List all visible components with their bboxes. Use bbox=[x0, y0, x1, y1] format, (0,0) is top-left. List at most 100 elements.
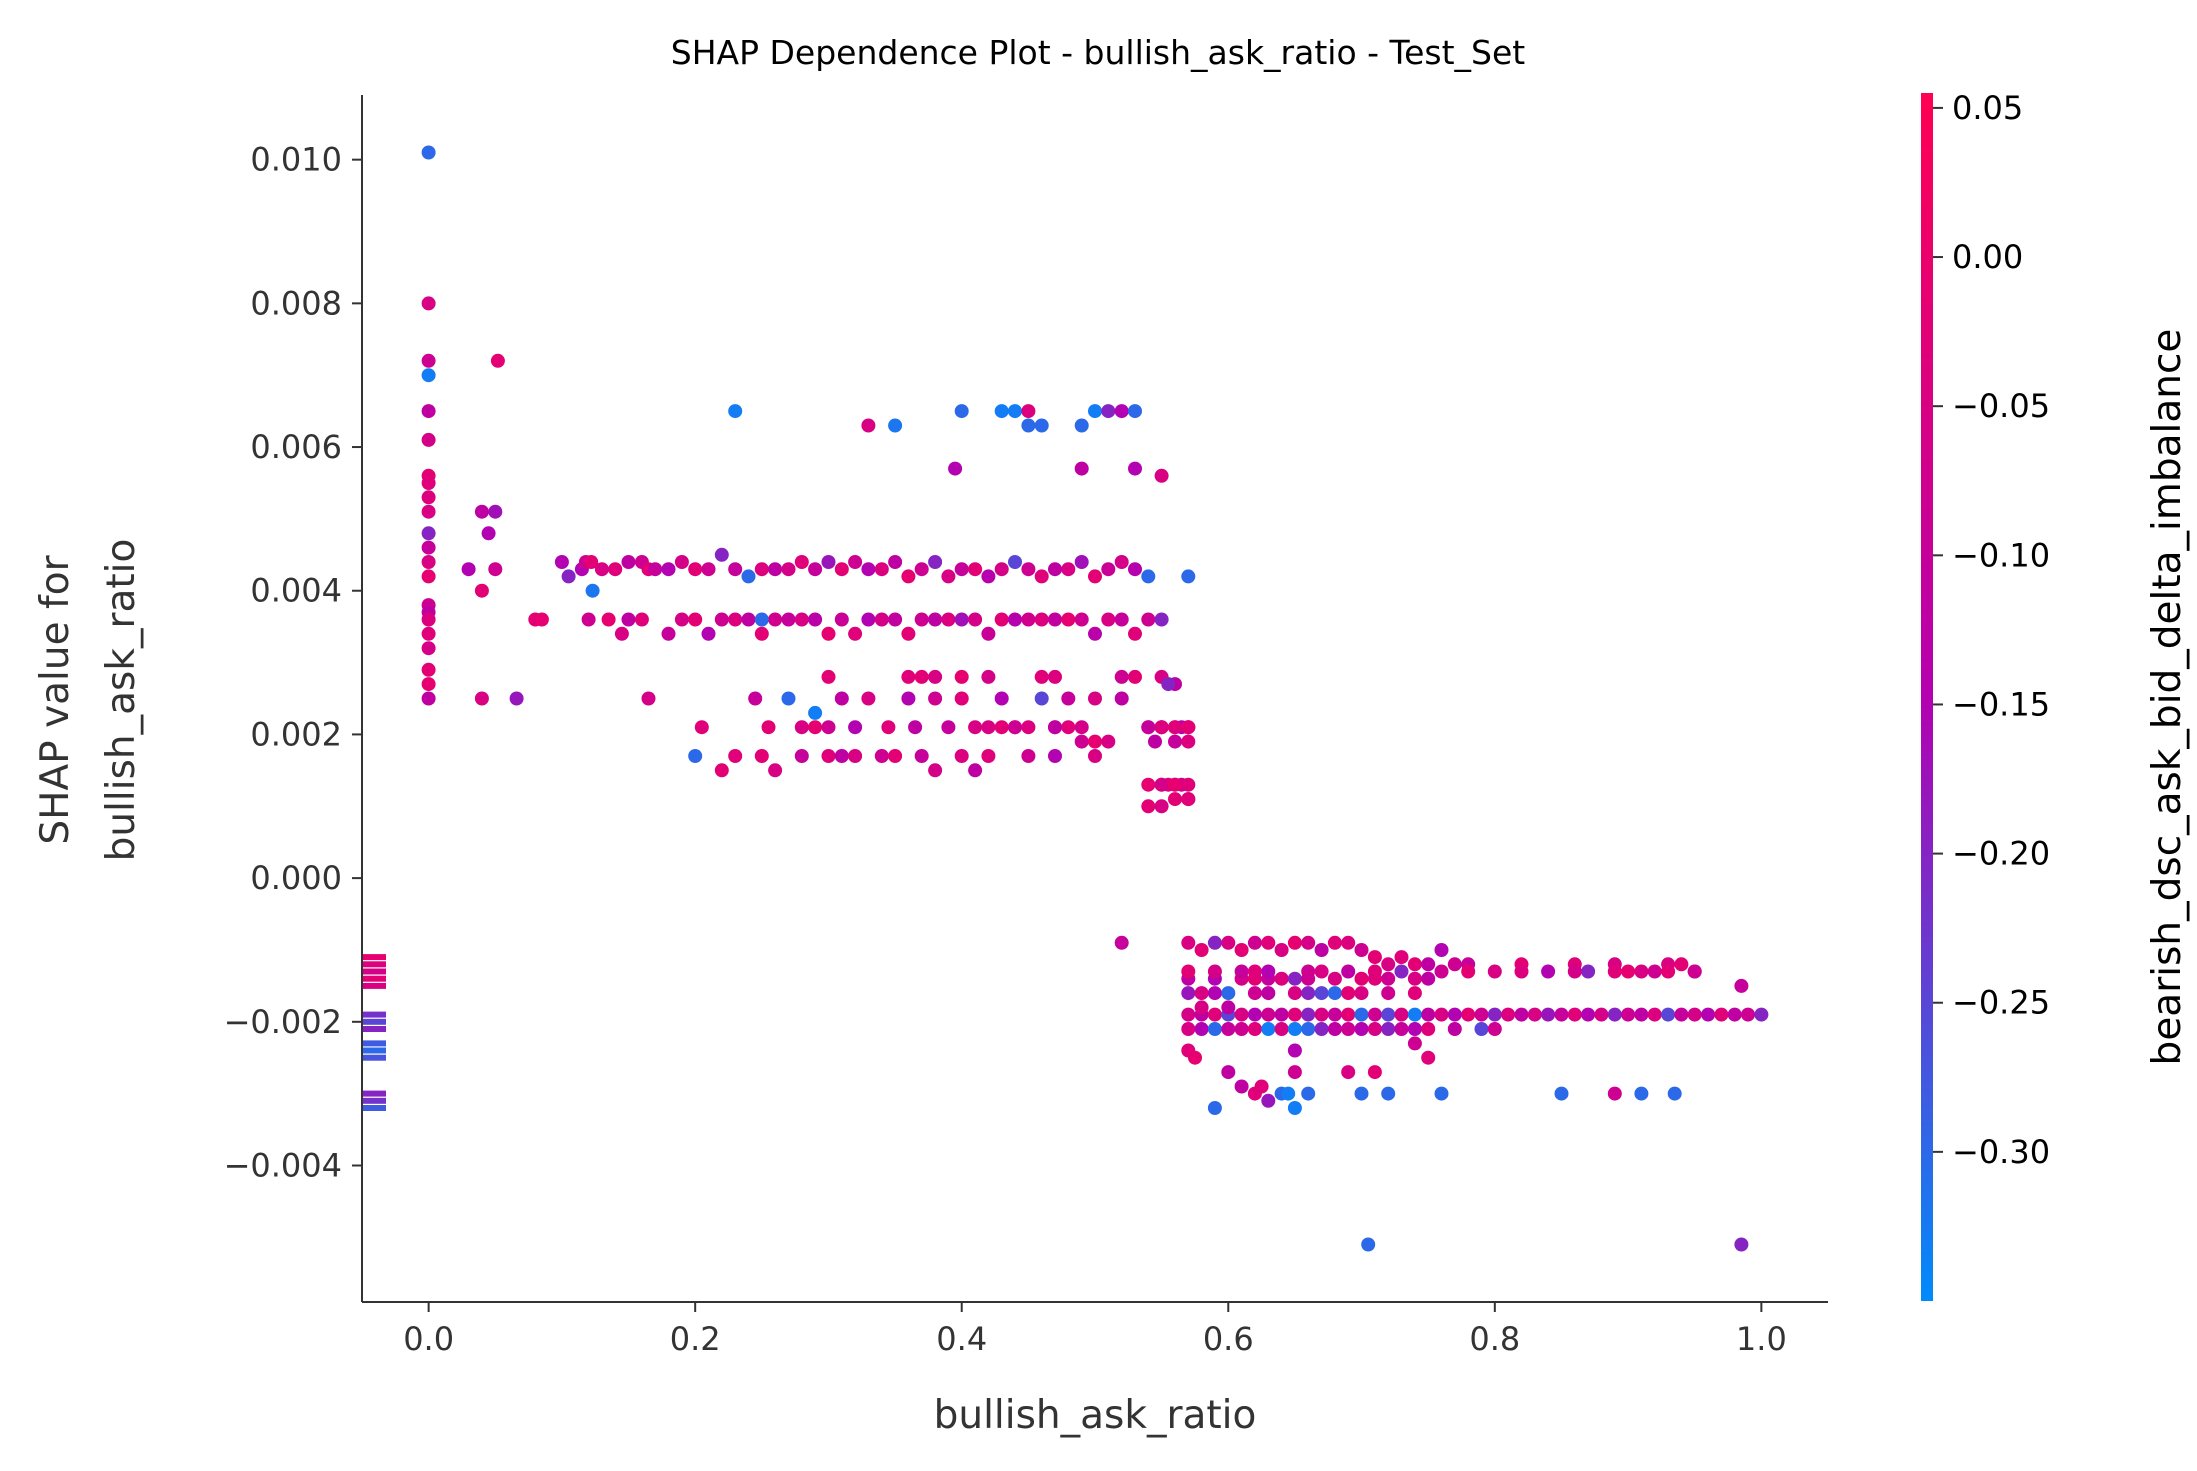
data-point bbox=[1741, 1007, 1755, 1022]
data-point bbox=[1394, 1007, 1409, 1022]
data-point bbox=[994, 404, 1009, 419]
data-point bbox=[848, 555, 863, 569]
data-point bbox=[1487, 1022, 1502, 1036]
data-point bbox=[1287, 1101, 1302, 1115]
data-point bbox=[1314, 964, 1329, 979]
data-point bbox=[861, 418, 876, 433]
data-point bbox=[1281, 1086, 1296, 1101]
data-point bbox=[1327, 971, 1342, 986]
x-tick-label: 0.4 bbox=[936, 1320, 987, 1358]
data-point bbox=[1008, 612, 1022, 627]
x-tick-label: 0.6 bbox=[1203, 1320, 1254, 1358]
data-point bbox=[848, 720, 863, 735]
data-point bbox=[1701, 1007, 1716, 1022]
data-point bbox=[1221, 1065, 1236, 1080]
data-point bbox=[1128, 626, 1142, 641]
data-point bbox=[661, 562, 676, 577]
data-point bbox=[1434, 964, 1449, 979]
x-tick-label: 0.0 bbox=[403, 1320, 454, 1358]
data-point bbox=[768, 612, 783, 627]
data-point bbox=[1301, 1086, 1316, 1101]
data-point bbox=[1421, 1007, 1436, 1022]
data-point bbox=[741, 569, 756, 584]
data-point bbox=[754, 749, 769, 763]
data-point bbox=[1287, 1065, 1302, 1080]
y-tick-label: 0.010 bbox=[250, 141, 342, 179]
data-point bbox=[490, 353, 505, 368]
data-point bbox=[1207, 1007, 1222, 1022]
data-point bbox=[701, 562, 716, 577]
data-point bbox=[808, 562, 823, 577]
rug-mark bbox=[362, 975, 386, 982]
data-point bbox=[1261, 1093, 1276, 1108]
data-point bbox=[794, 555, 809, 569]
data-point bbox=[1367, 1065, 1382, 1080]
data-point bbox=[1008, 404, 1022, 419]
data-point bbox=[1034, 612, 1049, 627]
data-point bbox=[754, 612, 769, 627]
data-point bbox=[728, 562, 743, 577]
data-point bbox=[421, 296, 436, 311]
data-point bbox=[928, 555, 943, 569]
data-point bbox=[1434, 1086, 1449, 1101]
data-point bbox=[1194, 1000, 1209, 1015]
data-point bbox=[888, 749, 903, 763]
data-point bbox=[421, 490, 436, 505]
data-point bbox=[1088, 749, 1102, 763]
data-point bbox=[1314, 1007, 1329, 1022]
data-point bbox=[1407, 986, 1422, 1001]
data-point bbox=[968, 612, 983, 627]
colorbar-tick-label: −0.05 bbox=[1952, 387, 2050, 425]
y-tick-label: −0.004 bbox=[224, 1146, 342, 1184]
data-point bbox=[1048, 720, 1062, 735]
data-point bbox=[1114, 555, 1129, 569]
data-point bbox=[781, 612, 796, 627]
y-tick-label: 0.004 bbox=[250, 572, 342, 610]
data-point bbox=[1447, 957, 1462, 972]
data-point bbox=[1034, 669, 1049, 684]
data-point bbox=[1247, 1007, 1262, 1022]
data-point bbox=[509, 691, 524, 706]
data-point bbox=[981, 626, 996, 641]
data-point bbox=[1661, 1007, 1676, 1022]
data-point bbox=[914, 749, 929, 763]
data-point bbox=[1554, 1007, 1569, 1022]
data-point bbox=[1687, 964, 1702, 979]
data-point bbox=[1541, 1007, 1556, 1022]
data-point bbox=[768, 763, 783, 778]
data-point bbox=[1667, 1086, 1682, 1101]
data-point bbox=[908, 720, 923, 735]
data-point bbox=[1207, 1101, 1222, 1115]
data-point bbox=[421, 504, 436, 519]
data-point bbox=[1234, 1079, 1249, 1094]
data-point bbox=[488, 562, 503, 577]
data-point bbox=[1301, 964, 1316, 979]
data-point bbox=[1361, 1237, 1376, 1252]
data-point bbox=[1048, 749, 1062, 763]
data-point bbox=[1674, 957, 1689, 972]
x-axis-label: bullish_ask_ratio bbox=[934, 1393, 1257, 1438]
data-point bbox=[748, 691, 763, 706]
data-point bbox=[874, 612, 889, 627]
data-point bbox=[1327, 986, 1342, 1001]
colorbar-tick-label: −0.20 bbox=[1952, 835, 2050, 873]
data-point bbox=[1207, 1022, 1222, 1036]
data-point bbox=[1301, 1022, 1316, 1036]
rug-mark bbox=[362, 1054, 386, 1061]
data-point bbox=[421, 145, 436, 160]
data-point bbox=[1154, 468, 1169, 483]
data-point bbox=[1567, 1007, 1582, 1022]
data-point bbox=[1434, 1007, 1449, 1022]
data-point bbox=[914, 612, 929, 627]
data-point bbox=[1101, 734, 1116, 749]
data-point bbox=[621, 612, 636, 627]
data-point bbox=[968, 763, 983, 778]
data-point bbox=[1407, 1022, 1422, 1036]
data-point bbox=[1021, 404, 1036, 419]
data-point bbox=[1274, 943, 1289, 957]
data-point bbox=[954, 562, 969, 577]
data-point bbox=[1381, 971, 1396, 986]
data-point bbox=[1341, 1007, 1356, 1022]
data-point bbox=[1734, 978, 1749, 993]
data-point bbox=[994, 612, 1009, 627]
